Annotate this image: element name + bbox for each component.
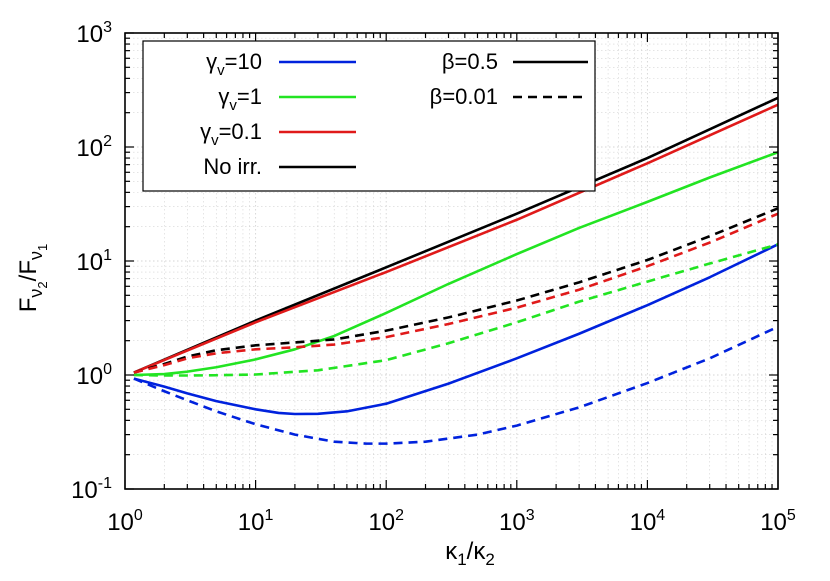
x-axis-label-main: κ	[445, 538, 458, 565]
x-tick-label: 105	[760, 507, 796, 536]
series-line-5	[133, 212, 779, 374]
y-axis-label-sub2: ν	[26, 251, 46, 260]
x-tick-label: 104	[630, 507, 666, 536]
y-axis-label-subsub1: 2	[35, 281, 50, 288]
y-tick-label: 100	[76, 361, 112, 390]
x-tick-label: 100	[107, 507, 143, 536]
legend-label-gamma-1: γv=1	[218, 84, 262, 114]
y-axis-label-main: F	[15, 298, 42, 313]
y-tick-labels: 10-1 100 101 102 103	[71, 19, 112, 504]
y-axis-label: Fν2/Fν1	[15, 244, 50, 312]
legend-label-gamma-0.1: γv=0.1	[200, 119, 262, 149]
series-line-3	[133, 243, 779, 416]
y-tick-label: 103	[76, 19, 112, 48]
x-axis-label-sub1: 1	[457, 550, 466, 569]
y-axis-label-subsub2: 1	[35, 244, 50, 251]
y-tick-label: 10-1	[71, 475, 112, 504]
y-tick-label: 102	[76, 133, 112, 162]
x-tick-label: 103	[499, 507, 535, 536]
x-axis-label: κ1/κ2	[445, 538, 495, 569]
y-axis-label-sub1: ν	[26, 289, 46, 298]
series-line-1	[133, 103, 779, 374]
legend-label-gamma-10: γv=10	[206, 49, 262, 79]
y-tick-label: 101	[76, 247, 112, 276]
legend-label-beta-0.01: β=0.01	[430, 84, 498, 109]
y-axis-label-slash: /F	[15, 260, 42, 281]
series-line-4	[133, 207, 779, 374]
series-lines	[133, 96, 779, 445]
x-tick-labels: 100 101 102 103 104 105	[107, 507, 796, 536]
legend-label-no-irr: No irr.	[203, 154, 262, 179]
legend-label-beta-0.5: β=0.5	[442, 49, 498, 74]
x-axis-label-slash: /κ	[467, 538, 487, 565]
series-line-7	[133, 325, 779, 445]
x-tick-label: 101	[238, 507, 274, 536]
series-line-2	[133, 151, 779, 377]
tick-marks	[124, 32, 779, 490]
x-axis-label-sub2: 2	[485, 550, 494, 569]
legend: γv=10 γv=1 γv=0.1 No irr. β=0.5 β=0.01	[142, 40, 596, 192]
series-line-6	[133, 243, 779, 377]
legend-box	[142, 40, 596, 192]
x-tick-label: 102	[368, 507, 404, 536]
